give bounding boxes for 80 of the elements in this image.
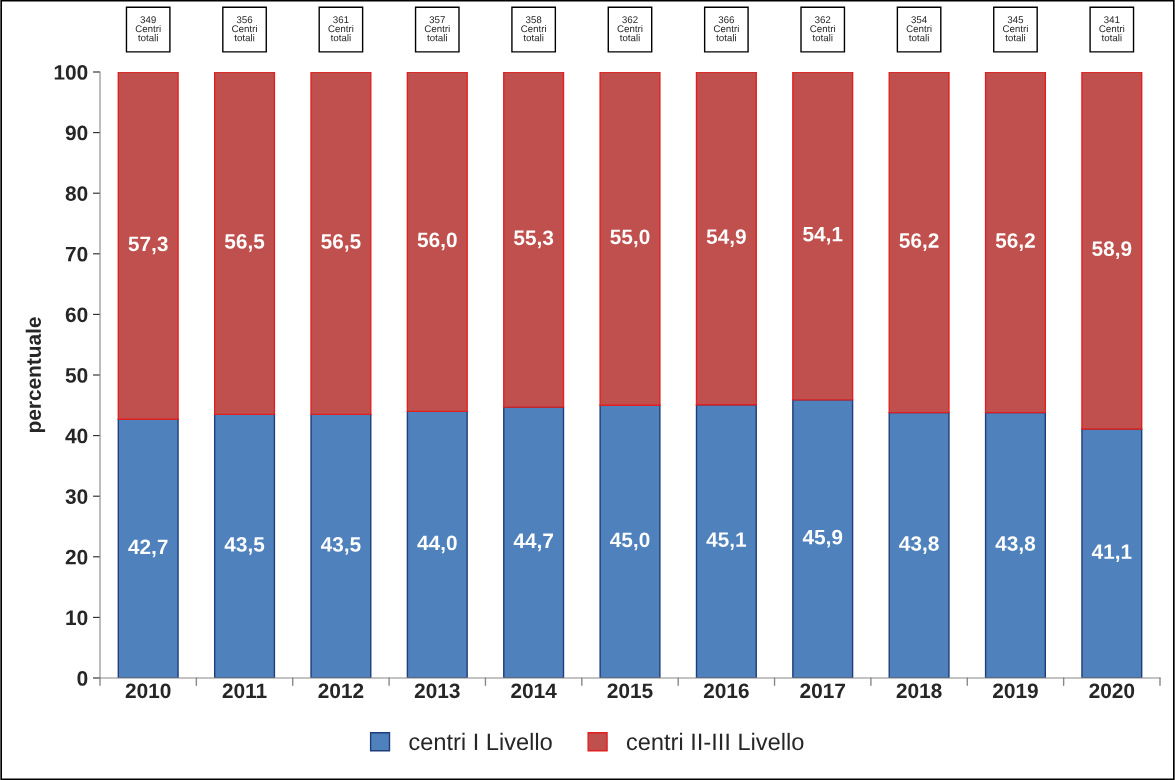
data-label: 54,1 bbox=[803, 226, 843, 245]
x-tick-label: 2020 bbox=[1089, 683, 1135, 699]
bar bbox=[792, 399, 854, 678]
y-tick-label: 0 bbox=[77, 671, 88, 686]
bar bbox=[1081, 72, 1143, 430]
bar bbox=[695, 72, 757, 406]
data-label: 45,9 bbox=[802, 529, 843, 548]
x-tick-label: 2016 bbox=[703, 683, 749, 699]
data-label: 56,2 bbox=[899, 233, 939, 251]
data-label: 56,5 bbox=[224, 234, 265, 252]
data-label: 45,0 bbox=[610, 532, 650, 551]
data-label: 42,7 bbox=[128, 539, 168, 558]
bar bbox=[406, 72, 468, 413]
bar bbox=[599, 404, 661, 678]
bar bbox=[310, 413, 372, 678]
bar bbox=[695, 403, 757, 678]
data-label: 55,3 bbox=[514, 230, 554, 249]
y-tick-label: 50 bbox=[65, 368, 88, 383]
x-tick-label: 2010 bbox=[125, 683, 171, 699]
bar bbox=[310, 72, 372, 416]
data-label: 43,5 bbox=[320, 537, 361, 555]
bar bbox=[888, 72, 950, 414]
x-tick-label: 2012 bbox=[318, 683, 364, 699]
bar bbox=[503, 406, 565, 678]
y-axis-title: percentuale bbox=[25, 317, 46, 433]
text: 362 Centri totali bbox=[810, 16, 836, 42]
y-tick-label: 10 bbox=[66, 610, 88, 626]
bar bbox=[117, 72, 179, 420]
text: 366 Centri totali bbox=[713, 16, 739, 42]
data-label: 43,8 bbox=[995, 536, 1036, 554]
y-tick-label: 20 bbox=[65, 549, 88, 565]
x-tick-label: 2011 bbox=[222, 683, 267, 699]
y-tick-label: 70 bbox=[65, 246, 88, 262]
bar bbox=[406, 410, 468, 678]
bar bbox=[599, 72, 661, 406]
bar bbox=[503, 72, 565, 408]
x-tick-label: 2014 bbox=[511, 683, 557, 699]
x-tick-label: 2018 bbox=[896, 683, 942, 699]
data-label: 57,3 bbox=[128, 236, 168, 255]
data-label: 56,0 bbox=[417, 232, 457, 251]
legend-label: centri I Livello bbox=[409, 732, 552, 751]
y-tick-label: 80 bbox=[65, 186, 88, 201]
text: 358 Centri totali bbox=[521, 16, 546, 42]
text: 356 Centri totali bbox=[232, 16, 257, 42]
bar bbox=[1081, 428, 1143, 678]
data-label: 56,5 bbox=[321, 234, 361, 252]
x-tick-label: 2015 bbox=[607, 683, 653, 699]
data-label: 54,9 bbox=[706, 229, 746, 247]
data-label: 41,1 bbox=[1091, 544, 1132, 563]
data-label: 45,1 bbox=[706, 532, 747, 550]
data-label: 56,2 bbox=[995, 233, 1035, 251]
data-label: 44,7 bbox=[513, 533, 553, 552]
legend-label: centri II-III Livello bbox=[626, 732, 804, 751]
bar bbox=[984, 72, 1047, 414]
text: 354 Centri totali bbox=[906, 16, 932, 42]
y-tick-label: 90 bbox=[65, 125, 88, 141]
x-tick-label: 2013 bbox=[414, 683, 460, 699]
y-tick-label: 100 bbox=[54, 65, 88, 80]
bar bbox=[213, 72, 276, 416]
text: 345 Centri totali bbox=[1002, 16, 1028, 42]
bar bbox=[213, 413, 276, 678]
text: 357 Centri totali bbox=[424, 16, 450, 42]
y-tick-label: 60 bbox=[65, 307, 88, 323]
bar bbox=[984, 411, 1047, 678]
y-tick-label: 30 bbox=[65, 489, 88, 504]
bar bbox=[117, 418, 179, 678]
text: 341 Centri totali bbox=[1099, 16, 1125, 42]
bar bbox=[792, 72, 854, 401]
x-tick-label: 2019 bbox=[993, 683, 1038, 699]
text: 362 Centri totali bbox=[617, 16, 643, 42]
text: 349 Centri totali bbox=[135, 16, 161, 42]
data-label: 44,0 bbox=[417, 535, 457, 554]
bar bbox=[888, 411, 950, 678]
data-label: 43,8 bbox=[899, 536, 939, 554]
y-tick-label: 40 bbox=[65, 428, 88, 444]
data-label: 43,5 bbox=[224, 537, 265, 555]
data-label: 58,9 bbox=[1092, 241, 1132, 260]
x-tick-label: 2017 bbox=[800, 683, 845, 699]
text: 361 Centri totali bbox=[328, 16, 354, 42]
data-label: 55,0 bbox=[610, 229, 650, 248]
